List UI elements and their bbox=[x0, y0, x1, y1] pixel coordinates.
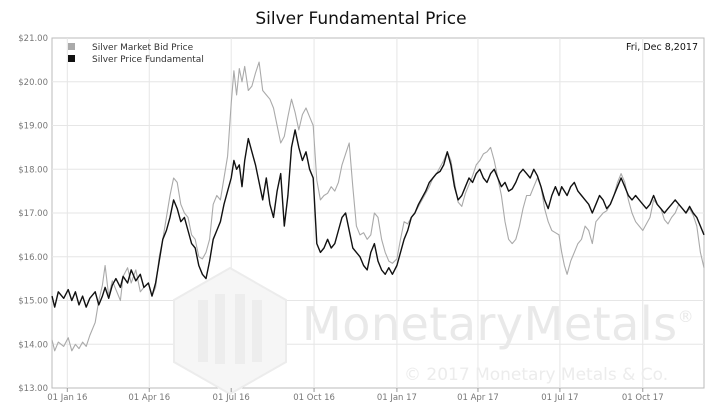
x-axis-labels: 01 Jan 16 01 Apr 16 01 Jul 16 01 Oct 16 01 J… bbox=[47, 388, 664, 403]
watermark: MonetaryMetals® © 2017 Monetary Metals &… bbox=[173, 266, 694, 396]
monetary-metals-logo-icon bbox=[173, 266, 287, 396]
legend-swatch-fundamental bbox=[68, 55, 75, 62]
legend: Silver Market Bid Price Silver Price Fun… bbox=[68, 43, 204, 65]
x-tick-label: 01 Jan 16 bbox=[47, 393, 87, 403]
y-tick-label: $18.00 bbox=[18, 165, 48, 175]
y-tick-label: $15.00 bbox=[18, 297, 48, 307]
date-label: Fri, Dec 8,2017 bbox=[626, 42, 698, 53]
y-tick-label: $16.00 bbox=[18, 253, 48, 263]
x-tick-label: 01 Apr 17 bbox=[457, 393, 499, 403]
legend-swatch-market-bid bbox=[68, 43, 75, 50]
x-tick-label: 01 Oct 16 bbox=[293, 393, 335, 403]
y-tick-label: $13.00 bbox=[18, 384, 48, 394]
legend-label-fundamental: Silver Price Fundamental bbox=[92, 55, 204, 65]
chart-title: Silver Fundamental Price bbox=[255, 9, 466, 29]
watermark-registered-mark: ® bbox=[678, 307, 695, 326]
y-axis-labels: $13.00 $14.00 $15.00 $16.00 $17.00 $18.00 $19.… bbox=[18, 34, 48, 394]
y-tick-label: $17.00 bbox=[18, 209, 48, 219]
y-gridlines bbox=[52, 81, 704, 345]
x-tick-label: 01 Jul 16 bbox=[213, 393, 250, 403]
x-tick-label: 01 Oct 17 bbox=[622, 393, 664, 403]
x-tick-label: 01 Apr 16 bbox=[128, 393, 170, 403]
legend-label-market-bid: Silver Market Bid Price bbox=[92, 43, 194, 53]
x-tick-label: 01 Jan 17 bbox=[377, 393, 417, 403]
y-tick-label: $20.00 bbox=[18, 78, 48, 88]
y-tick-label: $14.00 bbox=[18, 340, 48, 350]
watermark-brand-light: Monetary bbox=[302, 297, 524, 351]
series-line-fundamental bbox=[51, 129, 705, 308]
series-layer bbox=[51, 61, 705, 352]
legend-item-market-bid[interactable]: Silver Market Bid Price bbox=[68, 43, 194, 53]
watermark-brand: MonetaryMetals® bbox=[302, 297, 694, 351]
series-line-market-bid bbox=[51, 61, 705, 352]
y-tick-label: $19.00 bbox=[18, 122, 48, 132]
watermark-brand-regular: Metals bbox=[524, 297, 678, 351]
y-tick-label: $21.00 bbox=[18, 34, 48, 44]
legend-item-fundamental[interactable]: Silver Price Fundamental bbox=[68, 55, 204, 65]
watermark-copyright: © 2017 Monetary Metals & Co. bbox=[404, 365, 668, 385]
x-tick-label: 01 Jul 17 bbox=[541, 393, 578, 403]
